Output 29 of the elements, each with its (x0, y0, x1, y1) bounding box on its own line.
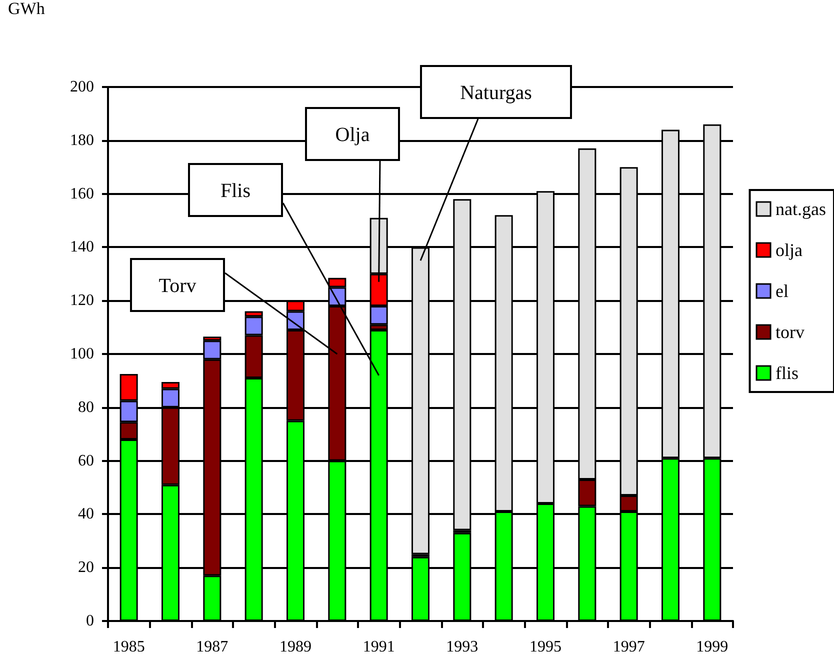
annotation: Olja (335, 124, 370, 146)
y-tick-label: 180 (70, 132, 94, 149)
legend-label: flis (776, 363, 799, 383)
y-tick-label: 0 (86, 612, 94, 630)
y-tick-label: 140 (70, 238, 94, 256)
y-tick-label: 60 (78, 452, 94, 470)
x-tick-label: 1999 (696, 638, 728, 656)
y-tick-label: 40 (78, 506, 94, 523)
x-tick-label: 1991 (362, 638, 395, 656)
x-tick-label: 1985 (112, 638, 145, 656)
legend-label: torv (776, 322, 805, 342)
annotation: Naturgas (460, 82, 532, 104)
y-tick-label: 20 (78, 559, 94, 576)
x-tick-label: 1995 (530, 638, 562, 656)
x-tick-label: 1989 (280, 638, 312, 656)
y-axis-title: GWh (8, 0, 46, 18)
y-tick-label: 100 (70, 346, 94, 362)
x-tick-label: 1993 (446, 638, 478, 656)
y-tick-label: 200 (70, 78, 94, 96)
annotation: Torv (158, 275, 196, 297)
x-tick-label: 1987 (196, 638, 228, 656)
legend-label: nat.gas (776, 199, 826, 219)
y-tick-label: 80 (78, 398, 94, 416)
legend-label: el (776, 281, 789, 301)
y-tick-label: 160 (70, 185, 94, 202)
legend-label: olja (776, 240, 803, 260)
x-tick-label: 1997 (612, 638, 645, 656)
annotation: Flis (220, 180, 251, 202)
y-tick-label: 120 (70, 292, 94, 310)
